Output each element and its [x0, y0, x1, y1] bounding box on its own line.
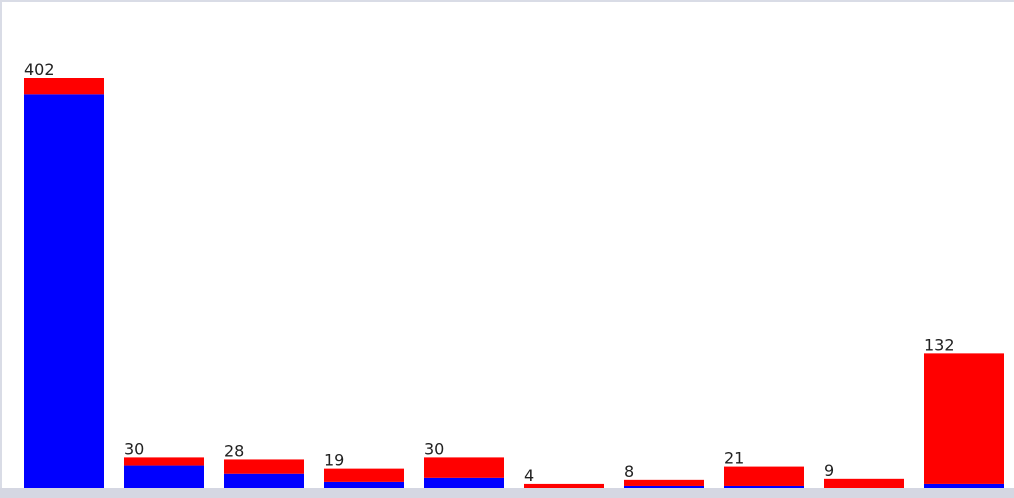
bar-total-label: 28 — [224, 441, 244, 460]
bar-total-label: 8 — [624, 462, 634, 481]
bar-segment-red — [724, 466, 804, 486]
bar-total-label: 9 — [824, 461, 834, 480]
bar-segment-red — [924, 353, 1004, 484]
bar-segment-blue — [224, 473, 304, 488]
bar-segment-blue — [324, 481, 404, 488]
bar-segment-blue — [124, 465, 204, 488]
bar-total-label: 4 — [524, 466, 534, 485]
bar-segment-red — [824, 478, 904, 488]
bar-segment-red — [424, 457, 504, 478]
chart-baseline — [0, 488, 1014, 498]
bar-segment-blue — [724, 485, 804, 488]
bar-segment-red — [124, 457, 204, 466]
bar-total-label: 30 — [424, 439, 444, 458]
bar-total-label: 132 — [924, 335, 955, 354]
bar-segment-red — [624, 479, 704, 486]
bar-total-label: 21 — [724, 449, 744, 468]
bar-segment-blue — [624, 485, 704, 488]
bar-segment-red — [324, 468, 404, 482]
bar-segment-red — [224, 459, 304, 474]
bar-total-label: 30 — [124, 439, 144, 458]
bar-segment-red — [524, 483, 604, 488]
bar-total-label: 402 — [24, 60, 55, 79]
bar-segment-red — [24, 78, 104, 95]
bar-segment-blue — [924, 483, 1004, 488]
bar-segment-blue — [24, 94, 104, 488]
bar-segment-blue — [424, 477, 504, 488]
bar-total-label: 19 — [324, 451, 344, 470]
